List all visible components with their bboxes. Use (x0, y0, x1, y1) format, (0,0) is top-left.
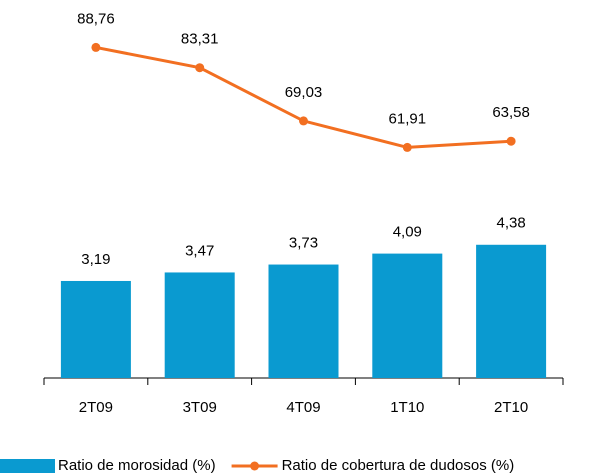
legend-label: Ratio de cobertura de dudosos (%) (282, 457, 515, 474)
bar (60, 280, 131, 378)
point (506, 136, 516, 146)
point (195, 63, 205, 73)
point (91, 42, 101, 52)
data-label: 83,31 (181, 31, 219, 48)
x-tick-label: 4T09 (286, 399, 320, 416)
legend-label: Ratio de morosidad (%) (58, 457, 216, 474)
data-label: 3,73 (289, 235, 318, 252)
data-label: 4,09 (393, 224, 422, 241)
x-tick-label: 2T10 (494, 399, 528, 416)
legend-swatch (250, 461, 260, 471)
data-label: 3,19 (81, 251, 110, 268)
data-label: 88,76 (77, 10, 115, 27)
bar (164, 272, 235, 378)
bar (372, 253, 443, 378)
data-label: 61,91 (389, 110, 427, 127)
x-tick-label: 1T10 (390, 399, 424, 416)
x-tick-label: 2T09 (79, 399, 113, 416)
data-label: 3,47 (185, 242, 214, 259)
data-label: 4,38 (496, 215, 525, 232)
bar (476, 244, 547, 378)
x-tick-label: 3T09 (183, 399, 217, 416)
data-label: 69,03 (285, 84, 323, 101)
point (299, 116, 308, 126)
data-label: 63,58 (492, 104, 530, 121)
point (402, 142, 412, 152)
bar (268, 264, 339, 378)
legend-swatch (0, 459, 55, 473)
